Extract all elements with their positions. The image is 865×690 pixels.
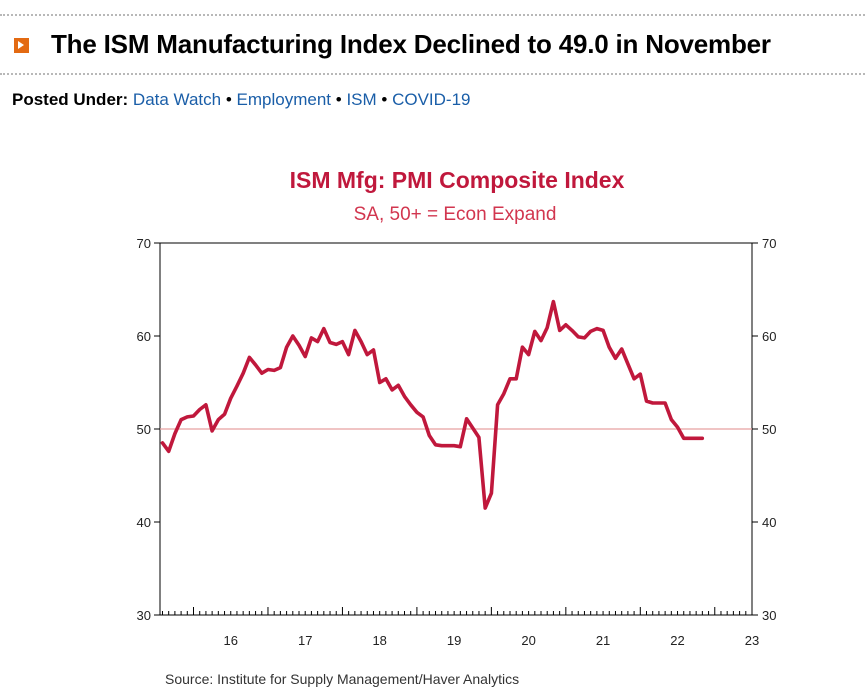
x-tick-label: 18 (372, 633, 386, 648)
y-tick-label-right: 60 (762, 329, 776, 344)
arrow-bullet-icon (14, 37, 29, 53)
bottom-divider (0, 73, 865, 75)
tag-link-ism[interactable]: ISM (346, 90, 377, 109)
y-tick-label-left: 70 (137, 236, 151, 251)
tag-separator: • (381, 90, 388, 109)
tag-link-data-watch[interactable]: Data Watch (132, 90, 222, 109)
x-tick-label: 17 (298, 633, 312, 648)
article-header: The ISM Manufacturing Index Declined to … (14, 24, 771, 64)
y-tick-label-right: 40 (762, 515, 776, 530)
tag-link-employment[interactable]: Employment (236, 90, 332, 109)
tag-separator: • (225, 90, 232, 109)
top-divider (0, 14, 865, 16)
source-note: Source: Institute for Supply Management/… (165, 671, 519, 687)
x-tick-label: 20 (521, 633, 535, 648)
x-tick-label: 16 (224, 633, 238, 648)
y-tick-label-left: 50 (137, 422, 151, 437)
x-tick-label: 23 (745, 633, 759, 648)
posted-under: Posted Under: Data Watch • Employment • … (12, 90, 471, 110)
y-tick-label-right: 30 (762, 608, 776, 623)
y-tick-label-left: 30 (137, 608, 151, 623)
chart-title: ISM Mfg: PMI Composite Index (290, 167, 625, 193)
x-tick-label: 19 (447, 633, 461, 648)
series-line-pmi (160, 299, 705, 510)
x-tick-label: 21 (596, 633, 610, 648)
y-tick-label-left: 60 (137, 329, 151, 344)
page-title: The ISM Manufacturing Index Declined to … (51, 28, 771, 59)
y-tick-label-left: 40 (137, 515, 151, 530)
tag-link-covid-19[interactable]: COVID-19 (392, 90, 471, 109)
chart-subtitle: SA, 50+ = Econ Expand (354, 204, 557, 225)
x-tick-label: 22 (670, 633, 684, 648)
posted-under-label: Posted Under: (12, 90, 129, 109)
y-tick-label-right: 50 (762, 422, 776, 437)
y-tick-label-right: 70 (762, 236, 776, 251)
tag-separator: • (335, 90, 342, 109)
